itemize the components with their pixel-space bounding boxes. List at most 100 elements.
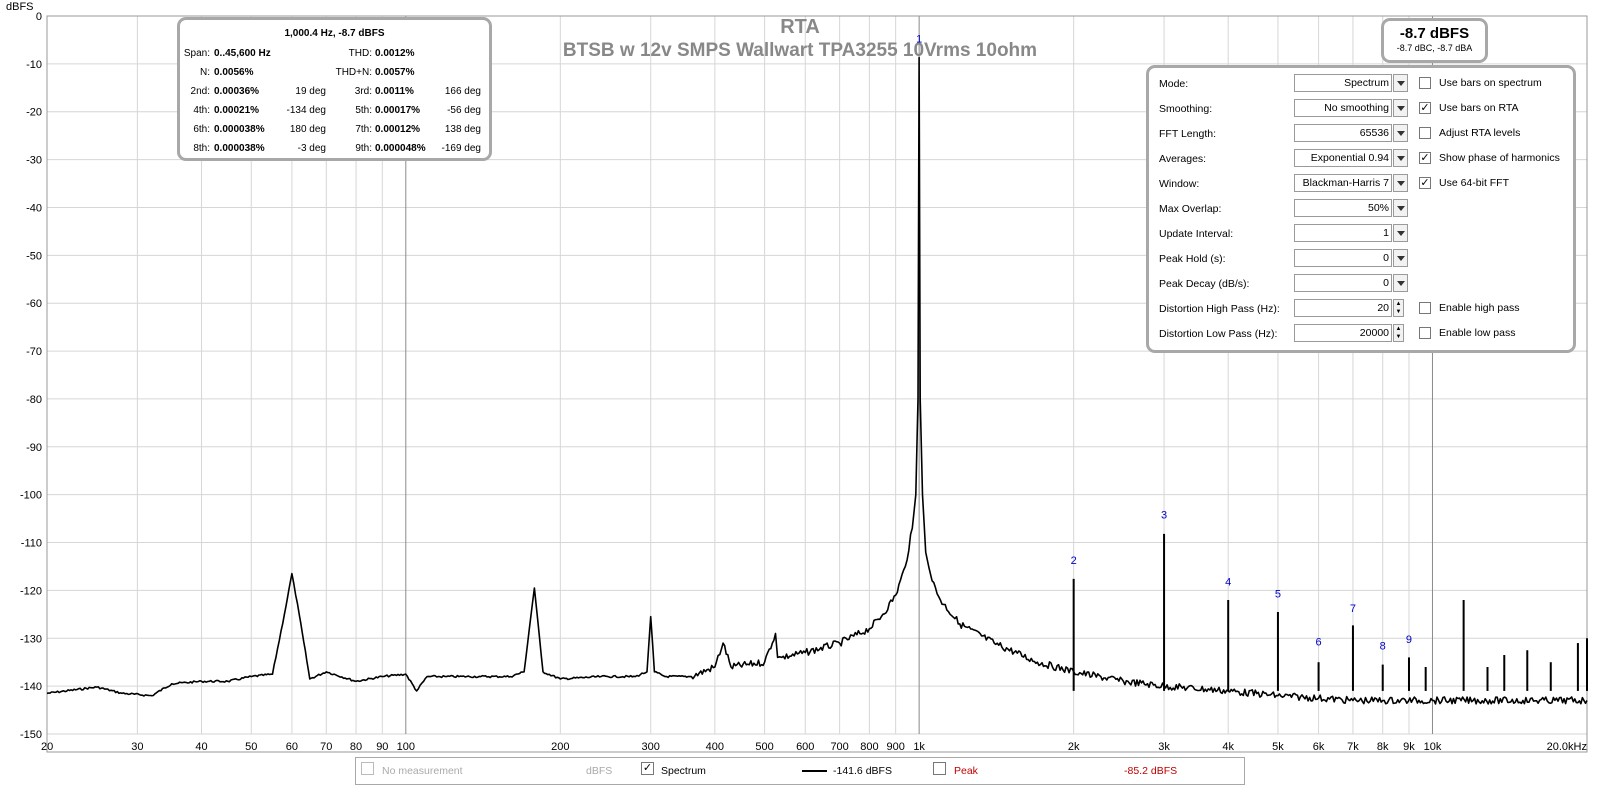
harmonic-name: 2nd: — [190, 86, 210, 97]
smoothing-dropdown-button[interactable] — [1393, 99, 1408, 117]
harmonic-phase: 180 deg — [289, 124, 326, 135]
x-tick-label: 4k — [1222, 741, 1234, 753]
x-tick-label: 7k — [1347, 741, 1359, 753]
y-tick-label: -40 — [26, 202, 42, 214]
x-tick-label: 6k — [1313, 741, 1325, 753]
dist-high-pass-input[interactable]: 20 — [1294, 299, 1392, 317]
harmonic-level: 0.0011% — [375, 86, 414, 97]
y-axis-ticks: 0 -10 -20 -30 -40 -50 -60 -70 -80 -90 -100 -110 -120… — [20, 11, 42, 741]
dist-low-pass-label: Distortion Low Pass (Hz): — [1159, 328, 1278, 340]
x-axis-ticks: 20 30 40 50 60 70 80 90 100 200 300 400 500 600 700 800… — [41, 741, 1587, 753]
peak-hold-dropdown-button[interactable] — [1393, 249, 1408, 267]
level-main: -8.7 dBFS — [1399, 25, 1470, 42]
x-tick-label: 3k — [1158, 741, 1170, 753]
series-layer — [46, 56, 1588, 705]
span-value: 0..45,600 Hz — [214, 48, 271, 59]
harmonic-marker-label: 5 — [1275, 589, 1281, 601]
bars-spectrum-checkbox[interactable] — [1419, 77, 1431, 89]
dist-low-pass-input[interactable]: 20000 — [1294, 324, 1392, 342]
no-measurement-unit: dBFS — [586, 765, 613, 777]
adjust-rta-checkbox[interactable] — [1419, 127, 1431, 139]
harmonic-name: 3rd: — [354, 86, 372, 97]
spectrum-line-swatch — [802, 770, 827, 772]
use-64bit-label: Use 64-bit FFT — [1439, 177, 1510, 189]
update-interval-select[interactable]: 1 — [1294, 224, 1392, 242]
y-tick-label: -50 — [26, 250, 42, 262]
x-tick-label: 300 — [642, 741, 660, 753]
smoothing-select[interactable]: No smoothing — [1294, 99, 1392, 117]
max-overlap-dropdown-button[interactable] — [1393, 199, 1408, 217]
x-tick-label: 8k — [1377, 741, 1389, 753]
x-tick-label: 40 — [195, 741, 207, 753]
harmonic-name: 5th: — [355, 105, 372, 116]
averages-dropdown-button[interactable] — [1393, 149, 1408, 167]
max-overlap-select[interactable]: 50% — [1294, 199, 1392, 217]
harmonic-phase: -134 deg — [286, 105, 326, 116]
harmonic-level: 0.000048% — [375, 143, 426, 154]
harmonic-name: 6th: — [193, 124, 210, 135]
x-tick-label: 80 — [350, 741, 362, 753]
harmonic-marker-label: 2 — [1071, 555, 1077, 567]
low-pass-checkbox[interactable] — [1419, 327, 1431, 339]
x-tick-label: 500 — [755, 741, 773, 753]
plot-frame — [46, 15, 1588, 753]
averages-label: Averages: — [1159, 153, 1207, 165]
dist-low-pass-spinner[interactable]: ▲ ▼ — [1393, 324, 1404, 342]
x-tick-label: 900 — [886, 741, 904, 753]
harmonic-marker-label: 3 — [1161, 510, 1167, 522]
low-pass-label: Enable low pass — [1439, 327, 1516, 339]
peak-decay-dropdown-button[interactable] — [1393, 274, 1408, 292]
use-64bit-checkbox[interactable]: ✓ — [1419, 177, 1431, 189]
no-measurement-checkbox[interactable] — [361, 762, 374, 775]
y-tick-label: -10 — [26, 59, 42, 71]
peak-checkbox[interactable] — [933, 762, 946, 775]
window-dropdown-button[interactable] — [1393, 174, 1408, 192]
x-tick-label: 10k — [1424, 741, 1442, 753]
fft-length-dropdown-button[interactable] — [1393, 124, 1408, 142]
peak-hold-label: Peak Hold (s): — [1159, 253, 1226, 265]
x-tick-label: 200 — [551, 741, 569, 753]
y-tick-label: -80 — [26, 394, 42, 406]
y-tick-label: 0 — [36, 11, 42, 23]
x-tick-label: 1k — [913, 741, 925, 753]
peak-hold-select[interactable]: 0 — [1294, 249, 1392, 267]
peak-decay-select[interactable]: 0 — [1294, 274, 1392, 292]
show-phase-checkbox[interactable]: ✓ — [1419, 152, 1431, 164]
noise-label: N: — [200, 67, 210, 78]
bars-rta-checkbox[interactable]: ✓ — [1419, 102, 1431, 114]
y-tick-label: -90 — [26, 442, 42, 454]
spectrum-checkbox[interactable]: ✓ — [641, 762, 654, 775]
harmonic-level: 0.00021% — [214, 105, 260, 116]
y-axis-label: dBFS — [6, 1, 34, 13]
mode-dropdown-button[interactable] — [1393, 74, 1408, 92]
harmonic-marker-label: 1 — [916, 33, 922, 45]
update-interval-dropdown-button[interactable] — [1393, 224, 1408, 242]
harmonic-phase: -56 deg — [447, 105, 481, 116]
bars-rta-label: Use bars on RTA — [1439, 102, 1519, 114]
harmonic-marker-label: 6 — [1316, 636, 1322, 648]
harmonic-labels: 1 2 3 4 5 6 7 8 9 — [916, 33, 1412, 652]
high-pass-label: Enable high pass — [1439, 302, 1520, 314]
x-tick-label: 90 — [376, 741, 388, 753]
harmonic-phase: 19 deg — [295, 86, 326, 97]
y-tick-label: -60 — [26, 298, 42, 310]
harmonic-marker-label: 4 — [1225, 577, 1231, 589]
y-tick-label: -30 — [26, 155, 42, 167]
fft-length-select[interactable]: 65536 — [1294, 124, 1392, 142]
dist-high-pass-spinner[interactable]: ▲ ▼ — [1393, 299, 1404, 317]
harmonic-phase: 138 deg — [444, 124, 481, 135]
y-tick-label: -120 — [20, 585, 42, 597]
averages-select[interactable]: Exponential 0.94 — [1294, 149, 1392, 167]
high-pass-checkbox[interactable] — [1419, 302, 1431, 314]
window-select[interactable]: Blackman-Harris 7 — [1294, 174, 1392, 192]
harmonic-phase: -3 deg — [297, 143, 326, 154]
harmonic-level: 0.00017% — [375, 105, 421, 116]
window-label: Window: — [1159, 178, 1200, 190]
x-tick-label: 600 — [796, 741, 814, 753]
harmonic-name: 4th: — [193, 105, 210, 116]
harmonic-level: 0.000038% — [214, 143, 265, 154]
harmonic-marker-label: 8 — [1380, 640, 1386, 652]
mode-select[interactable]: Spectrum — [1294, 74, 1392, 92]
peak-value: -85.2 dBFS — [1124, 765, 1178, 777]
